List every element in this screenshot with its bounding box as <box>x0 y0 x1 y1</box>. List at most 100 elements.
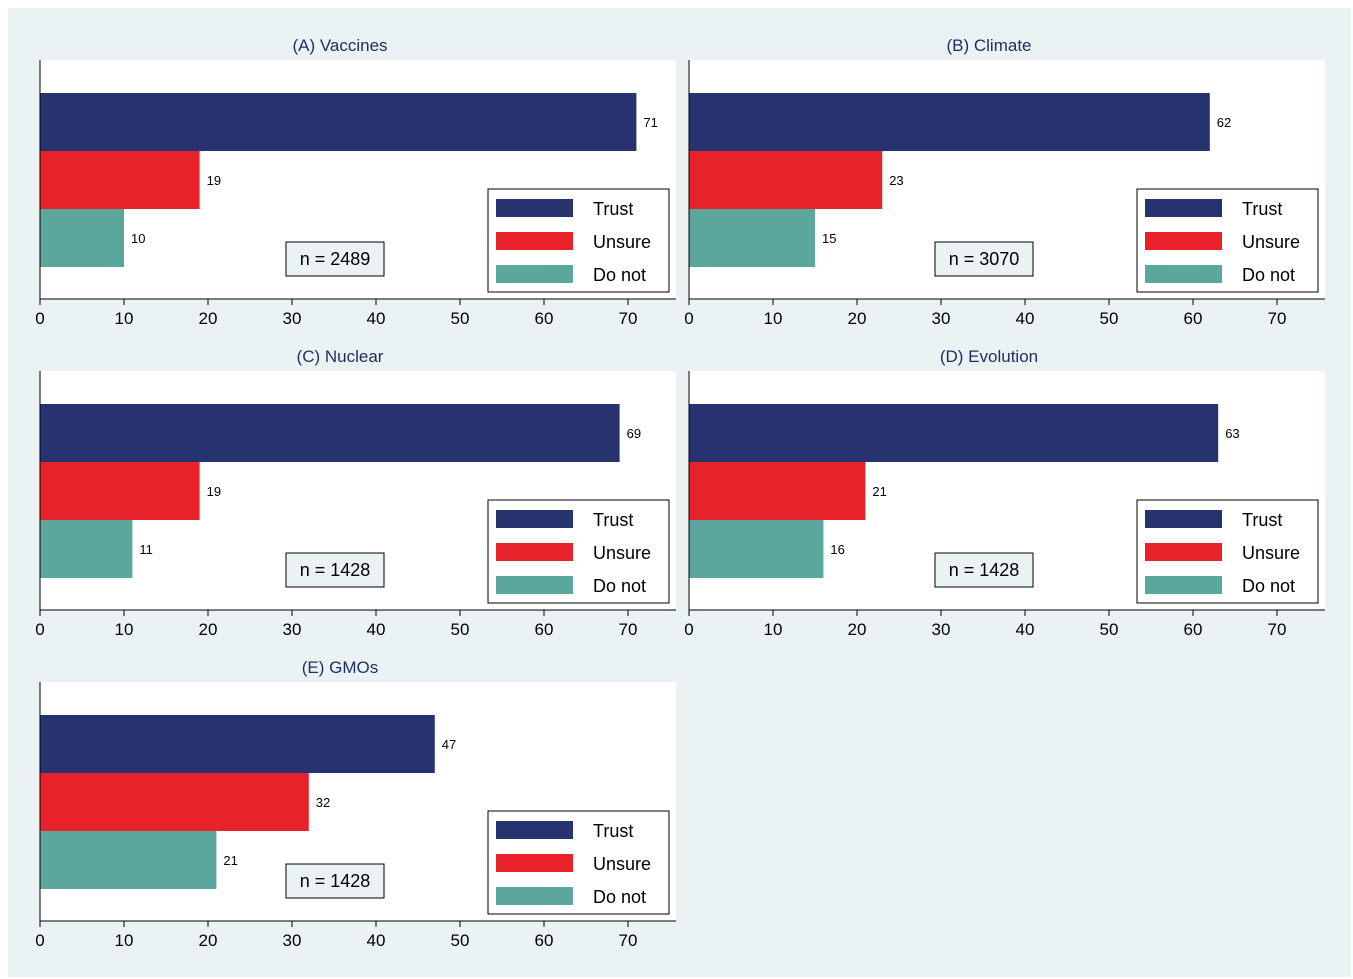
chart-panel-2: (B) Climate 62 23 15 0 10 20 30 40 50 60 70 n = 3070… <box>684 36 1325 328</box>
x-tick-label: 70 <box>1268 309 1287 328</box>
x-tick-label: 40 <box>1016 620 1035 639</box>
bar-value-label: 19 <box>207 484 221 499</box>
sample-size-frame <box>285 552 385 588</box>
legend-label: Unsure <box>1242 232 1300 252</box>
legend-label: Trust <box>593 510 633 530</box>
sample-size-label: n = 1428 <box>300 871 371 891</box>
x-tick-label: 70 <box>619 309 638 328</box>
x-tick-label: 20 <box>199 931 218 950</box>
x-tick-label: 20 <box>848 620 867 639</box>
chart-title: (C) Nuclear <box>297 347 384 366</box>
bar-do-not <box>40 831 217 889</box>
legend-swatch-trust <box>1145 199 1222 217</box>
x-tick-label: 60 <box>1184 309 1203 328</box>
bar-do-not <box>40 520 133 578</box>
legend-label: Trust <box>593 199 633 219</box>
x-tick-label: 10 <box>764 620 783 639</box>
legend-label: Unsure <box>593 854 651 874</box>
x-tick-label: 60 <box>535 309 554 328</box>
legend-label: Do not <box>593 265 646 285</box>
legend: Trust Unsure Do not <box>487 810 670 915</box>
bar-trust <box>40 93 637 151</box>
x-tick-label: 0 <box>35 620 44 639</box>
legend-label: Do not <box>593 576 646 596</box>
bar-do-not <box>40 209 124 267</box>
legend-swatch-trust <box>496 510 573 528</box>
sample-size-frame <box>934 241 1034 277</box>
bar-value-label: 19 <box>207 173 221 188</box>
sample-size-frame <box>934 552 1034 588</box>
bar-value-label: 11 <box>139 542 153 557</box>
legend-label: Do not <box>1242 265 1295 285</box>
legend-label: Trust <box>1242 199 1282 219</box>
x-tick-label: 50 <box>1100 620 1119 639</box>
x-tick-label: 60 <box>535 931 554 950</box>
sample-size-box: n = 1428 <box>934 552 1034 588</box>
x-tick-label: 20 <box>199 309 218 328</box>
legend-swatch-unsure <box>496 232 573 250</box>
bar-value-label: 32 <box>316 795 330 810</box>
x-tick-label: 50 <box>451 931 470 950</box>
bar-do-not <box>689 520 824 578</box>
x-tick-label: 30 <box>932 309 951 328</box>
figure: (A) Vaccines 71 19 10 0 10 20 30 40 50 60 70 n = 248… <box>8 8 1351 977</box>
legend-swatch-unsure <box>496 854 573 872</box>
x-tick-label: 30 <box>283 620 302 639</box>
bar-value-label: 62 <box>1217 115 1231 130</box>
x-tick-label: 50 <box>451 309 470 328</box>
x-tick-label: 30 <box>932 620 951 639</box>
bar-value-label: 10 <box>131 231 145 246</box>
sample-size-label: n = 1428 <box>949 560 1020 580</box>
bar-unsure <box>40 773 309 831</box>
legend: Trust Unsure Do not <box>1136 499 1319 604</box>
sample-size-box: n = 3070 <box>934 241 1034 277</box>
legend: Trust Unsure Do not <box>487 188 670 293</box>
sample-size-frame <box>285 241 385 277</box>
x-tick-label: 50 <box>451 620 470 639</box>
x-tick-label: 40 <box>367 931 386 950</box>
chart-panel-3: (C) Nuclear 69 19 11 0 10 20 30 40 50 60 70 n = 1428… <box>35 347 676 639</box>
sample-size-frame <box>285 863 385 899</box>
x-tick-label: 20 <box>199 620 218 639</box>
bar-unsure <box>689 462 866 520</box>
x-tick-label: 60 <box>535 620 554 639</box>
bar-value-label: 21 <box>223 853 237 868</box>
bar-unsure <box>40 151 200 209</box>
legend-swatch-do-not <box>496 887 573 905</box>
legend-swatch-do-not <box>496 576 573 594</box>
x-tick-label: 0 <box>684 620 693 639</box>
legend-swatch-trust <box>496 821 573 839</box>
chart-grid: (A) Vaccines 71 19 10 0 10 20 30 40 50 60 70 n = 248… <box>35 36 1325 950</box>
legend-swatch-unsure <box>1145 232 1222 250</box>
legend-swatch-do-not <box>1145 576 1222 594</box>
bar-trust <box>40 715 435 773</box>
bar-trust <box>689 93 1210 151</box>
sample-size-box: n = 1428 <box>285 552 385 588</box>
x-tick-label: 50 <box>1100 309 1119 328</box>
legend-label: Unsure <box>1242 543 1300 563</box>
x-tick-label: 40 <box>367 309 386 328</box>
chart-title: (D) Evolution <box>940 347 1038 366</box>
x-tick-label: 70 <box>619 931 638 950</box>
bar-trust <box>40 404 620 462</box>
x-tick-label: 30 <box>283 309 302 328</box>
bar-do-not <box>689 209 815 267</box>
x-tick-label: 0 <box>35 309 44 328</box>
x-tick-label: 40 <box>1016 309 1035 328</box>
bar-value-label: 23 <box>889 173 903 188</box>
chart-panel-4: (D) Evolution 63 21 16 0 10 20 30 40 50 60 70 n = 14… <box>684 347 1325 639</box>
x-tick-label: 60 <box>1184 620 1203 639</box>
legend-label: Trust <box>593 821 633 841</box>
sample-size-box: n = 2489 <box>285 241 385 277</box>
bar-value-label: 63 <box>1225 426 1239 441</box>
legend-swatch-do-not <box>1145 265 1222 283</box>
chart-panel-1: (A) Vaccines 71 19 10 0 10 20 30 40 50 60 70 n = 248… <box>35 36 676 328</box>
bar-value-label: 69 <box>627 426 641 441</box>
legend-label: Do not <box>1242 576 1295 596</box>
legend: Trust Unsure Do not <box>1136 188 1319 293</box>
legend-swatch-trust <box>1145 510 1222 528</box>
x-tick-label: 10 <box>115 309 134 328</box>
bar-value-label: 47 <box>442 737 456 752</box>
x-tick-label: 70 <box>1268 620 1287 639</box>
chart-title: (E) GMOs <box>302 658 379 677</box>
